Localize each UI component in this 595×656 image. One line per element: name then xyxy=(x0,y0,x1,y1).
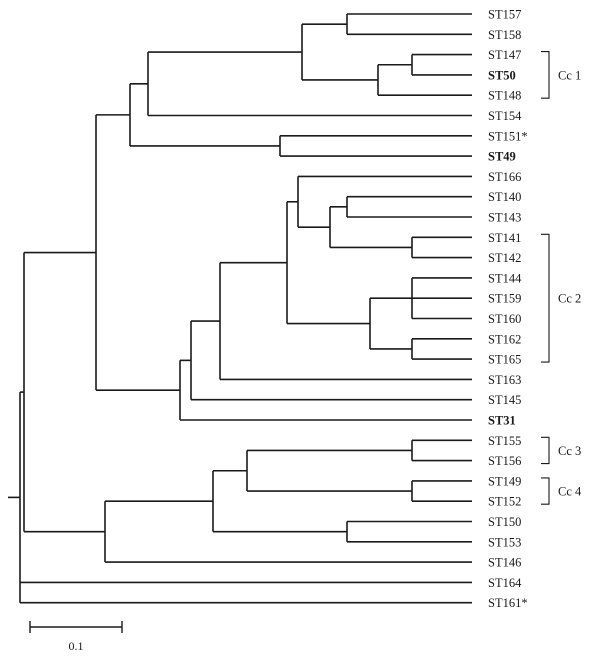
leaf-label: ST160 xyxy=(488,312,521,326)
clonal-complex-label: Cc 2 xyxy=(558,292,581,306)
leaf-label: ST141 xyxy=(488,231,521,245)
leaf-label: ST147 xyxy=(488,48,521,62)
leaf-label: ST158 xyxy=(488,28,521,42)
leaf-label: ST156 xyxy=(488,454,521,468)
leaf-label: ST159 xyxy=(488,292,521,306)
clonal-complex-bracket xyxy=(541,233,550,363)
leaf-label: ST50 xyxy=(488,68,516,82)
leaf-labels: ST157 ST158 ST147 ST50 ST148 ST154 ST151* ST49 S… xyxy=(488,8,528,611)
leaf-label: ST154 xyxy=(488,109,522,123)
leaf-label: ST150 xyxy=(488,515,521,529)
leaf-label: ST157 xyxy=(488,8,521,22)
leaf-label: ST144 xyxy=(488,271,522,285)
leaf-label: ST153 xyxy=(488,535,521,549)
clonal-complex-bracket xyxy=(541,51,550,99)
scale-bar: 0.1 xyxy=(29,621,123,653)
leaf-label: ST148 xyxy=(488,89,521,103)
leaf-label: ST152 xyxy=(488,495,521,509)
leaf-label: ST161* xyxy=(488,596,528,610)
leaf-label: ST149 xyxy=(488,474,521,488)
clonal-complex-label: Cc 3 xyxy=(558,444,581,458)
leaf-label: ST49 xyxy=(488,150,516,164)
leaf-label: ST162 xyxy=(488,332,521,346)
clonal-complex-bracket xyxy=(541,436,550,465)
leaf-label: ST163 xyxy=(488,373,521,387)
leaf-label: ST142 xyxy=(488,251,521,265)
clonal-complex-label: Cc 1 xyxy=(558,68,581,82)
leaf-label: ST145 xyxy=(488,393,521,407)
leaf-label: ST143 xyxy=(488,211,521,225)
leaf-label: ST140 xyxy=(488,190,521,204)
tree-branches xyxy=(8,13,472,604)
scale-bar-label: 0.1 xyxy=(69,639,84,653)
leaf-label: ST155 xyxy=(488,434,521,448)
leaf-label: ST31 xyxy=(488,414,516,428)
leaf-label: ST165 xyxy=(488,353,521,367)
leaf-label: ST166 xyxy=(488,170,521,184)
clonal-complex-brackets: Cc 1 Cc 2 Cc 3 Cc 4 xyxy=(541,51,582,505)
leaf-label: ST151* xyxy=(488,129,528,143)
leaf-label: ST164 xyxy=(488,576,522,590)
clonal-complex-label: Cc 4 xyxy=(558,485,582,499)
leaf-label: ST146 xyxy=(488,556,521,570)
clonal-complex-bracket xyxy=(541,477,550,505)
